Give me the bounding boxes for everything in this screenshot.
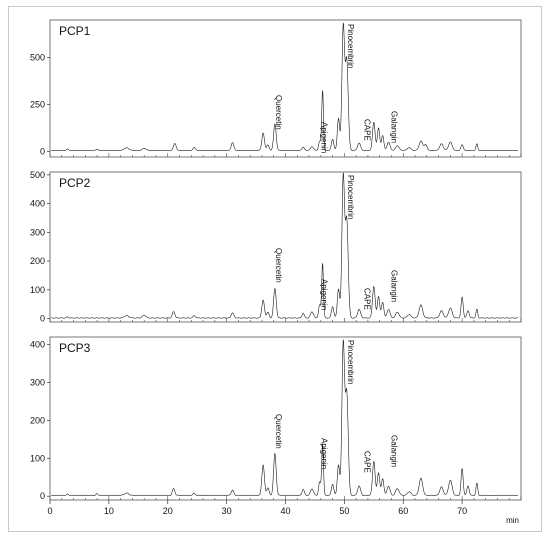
peak-label-quercetin-2: Quercetin bbox=[274, 248, 283, 283]
y-tick-label-3-4: 400 bbox=[30, 340, 45, 350]
peak-label-galangin-1: Galangin bbox=[390, 111, 399, 143]
peak-label-galangin-3: Galangin bbox=[390, 435, 399, 467]
panel-frame-2 bbox=[49, 171, 522, 323]
panel-title-1: PCP1 bbox=[59, 24, 91, 38]
trace-pcp3 bbox=[51, 339, 518, 497]
x-tick-label-0: 0 bbox=[47, 506, 52, 516]
x-tick-label-3: 30 bbox=[222, 506, 232, 516]
peak-label-quercetin-3: Quercetin bbox=[274, 414, 283, 449]
y-tick-label-3-1: 100 bbox=[30, 453, 45, 463]
y-tick-label-2-3: 300 bbox=[30, 227, 45, 237]
y-tick-label-3-3: 300 bbox=[30, 377, 45, 387]
y-tick-label-1-0: 0 bbox=[40, 146, 45, 156]
peak-label-apigenin-1: Apigenin bbox=[319, 122, 328, 153]
panel-frame-3 bbox=[49, 336, 522, 501]
x-axis-label: min bbox=[506, 516, 519, 525]
x-tick-label-7: 70 bbox=[457, 506, 467, 516]
y-tick-label-2-0: 0 bbox=[40, 314, 45, 324]
x-tick-label-2: 20 bbox=[163, 506, 173, 516]
y-tick-label-1-1: 250 bbox=[30, 99, 45, 109]
figure-frame bbox=[8, 6, 542, 532]
x-tick-label-5: 50 bbox=[339, 506, 349, 516]
x-tick-label-1: 10 bbox=[104, 506, 114, 516]
panel-title-3: PCP3 bbox=[59, 341, 91, 355]
peak-label-pinocembrin-3: Pinocembrin bbox=[346, 340, 355, 384]
peak-label-quercetin-1: Quercetin bbox=[274, 95, 283, 130]
y-tick-label-2-2: 200 bbox=[30, 256, 45, 266]
panel-title-2: PCP2 bbox=[59, 176, 91, 190]
y-tick-label-2-4: 400 bbox=[30, 199, 45, 209]
peak-label-galangin-2: Galangin bbox=[390, 270, 399, 302]
trace-pcp2 bbox=[51, 172, 518, 319]
peak-label-apigenin-3: Apigenin bbox=[319, 438, 328, 469]
peak-label-pinocembrin-1: Pinocembrin bbox=[346, 24, 355, 68]
y-tick-label-1-2: 500 bbox=[30, 53, 45, 63]
peak-label-cape-3: CAPE bbox=[362, 451, 371, 473]
y-tick-label-2-1: 100 bbox=[30, 285, 45, 295]
trace-pcp1 bbox=[51, 22, 518, 151]
y-tick-label-3-2: 200 bbox=[30, 415, 45, 425]
x-tick-label-4: 40 bbox=[280, 506, 290, 516]
peak-label-cape-2: CAPE bbox=[362, 288, 371, 310]
peak-label-apigenin-2: Apigenin bbox=[319, 279, 328, 310]
x-tick-label-6: 60 bbox=[398, 506, 408, 516]
y-tick-label-2-5: 500 bbox=[30, 170, 45, 180]
y-tick-label-3-0: 0 bbox=[40, 491, 45, 501]
peak-label-cape-1: CAPE bbox=[362, 119, 371, 141]
peak-label-pinocembrin-2: Pinocembrin bbox=[346, 175, 355, 219]
panel-frame-1 bbox=[49, 19, 522, 158]
